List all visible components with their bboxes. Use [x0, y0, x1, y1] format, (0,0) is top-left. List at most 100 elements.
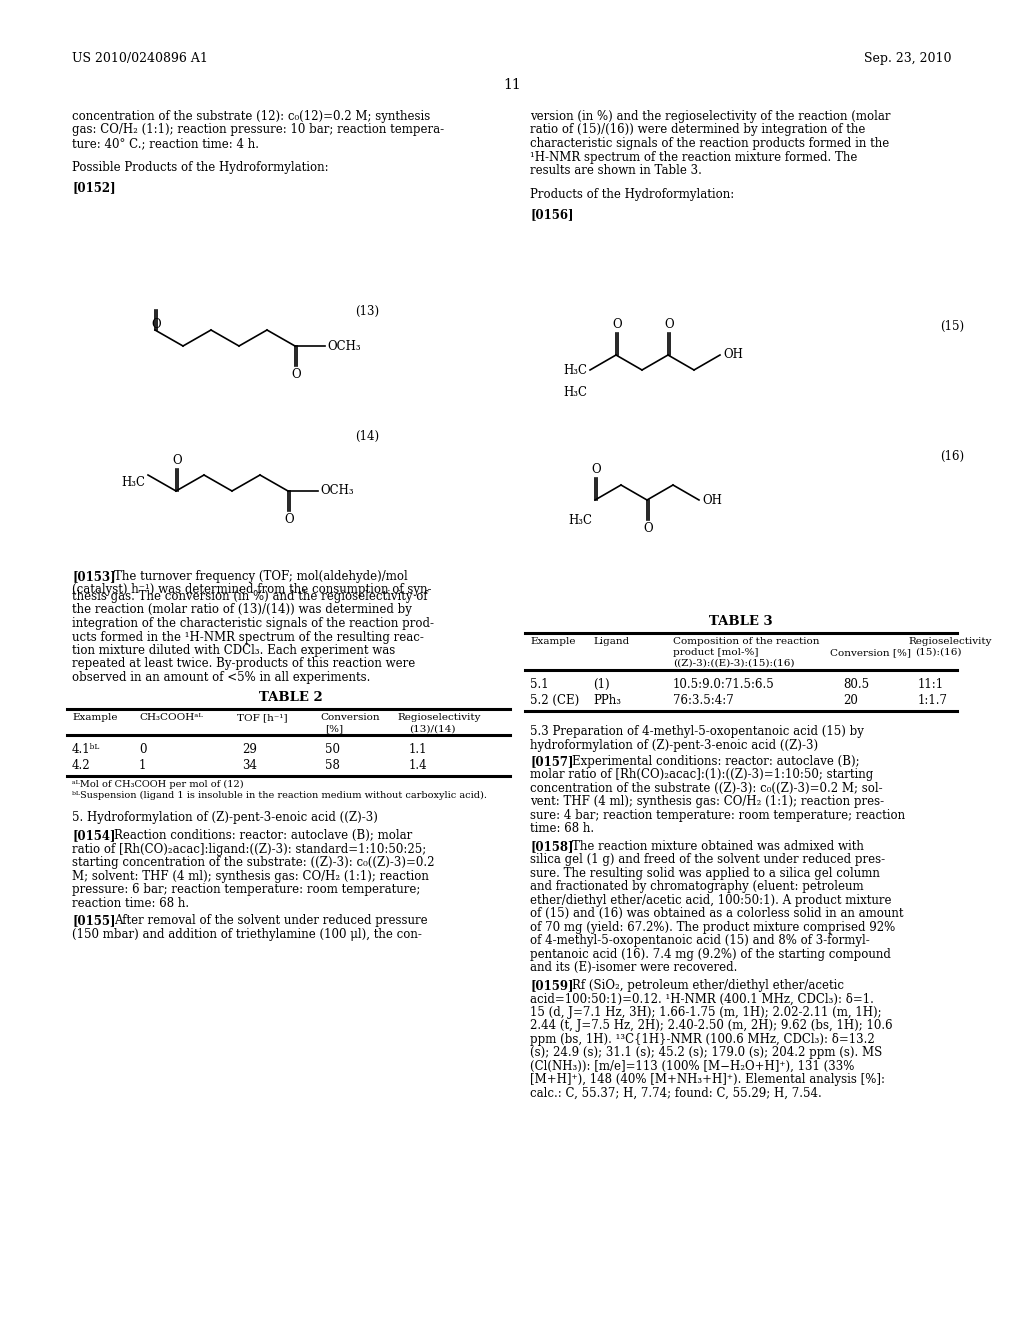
Text: calc.: C, 55.37; H, 7.74; found: C, 55.29; H, 7.54.: calc.: C, 55.37; H, 7.74; found: C, 55.2…: [530, 1086, 821, 1100]
Text: 11: 11: [503, 78, 521, 92]
Text: reaction time: 68 h.: reaction time: 68 h.: [72, 896, 189, 909]
Text: silica gel (1 g) and freed of the solvent under reduced pres-: silica gel (1 g) and freed of the solven…: [530, 853, 885, 866]
Text: time: 68 h.: time: 68 h.: [530, 822, 594, 836]
Text: (s); 24.9 (s); 31.1 (s); 45.2 (s); 179.0 (s); 204.2 ppm (s). MS: (s); 24.9 (s); 31.1 (s); 45.2 (s); 179.0…: [530, 1047, 883, 1059]
Text: (13): (13): [355, 305, 379, 318]
Text: [0159]: [0159]: [530, 979, 573, 991]
Text: After removal of the solvent under reduced pressure: After removal of the solvent under reduc…: [114, 913, 428, 927]
Text: sure: 4 bar; reaction temperature: room temperature; reaction: sure: 4 bar; reaction temperature: room …: [530, 809, 905, 821]
Text: CH₃COOHᵃᴸ: CH₃COOHᵃᴸ: [139, 713, 203, 722]
Text: O: O: [172, 454, 182, 467]
Text: ppm (bs, 1H). ¹³C{1H}-NMR (100.6 MHz, CDCl₃): δ=13.2: ppm (bs, 1H). ¹³C{1H}-NMR (100.6 MHz, CD…: [530, 1032, 874, 1045]
Text: O: O: [665, 318, 674, 331]
Text: Ligand: Ligand: [593, 638, 630, 645]
Text: TABLE 2: TABLE 2: [259, 692, 323, 705]
Text: results are shown in Table 3.: results are shown in Table 3.: [530, 164, 701, 177]
Text: 10.5:9.0:71.5:6.5: 10.5:9.0:71.5:6.5: [673, 678, 775, 690]
Text: concentration of the substrate ((Z)-3): c₀((Z)-3)=0.2 M; sol-: concentration of the substrate ((Z)-3): …: [530, 781, 883, 795]
Text: 50: 50: [325, 743, 340, 756]
Text: ture: 40° C.; reaction time: 4 h.: ture: 40° C.; reaction time: 4 h.: [72, 137, 259, 150]
Text: H₃C: H₃C: [568, 513, 592, 527]
Text: (13)/(14): (13)/(14): [409, 725, 456, 733]
Text: TOF [h⁻¹]: TOF [h⁻¹]: [237, 713, 288, 722]
Text: 1.1: 1.1: [409, 743, 427, 756]
Text: and fractionated by chromatography (eluent: petroleum: and fractionated by chromatography (elue…: [530, 880, 863, 894]
Text: 0: 0: [139, 743, 146, 756]
Text: 58: 58: [325, 759, 340, 772]
Text: ether/diethyl ether/acetic acid, 100:50:1). A product mixture: ether/diethyl ether/acetic acid, 100:50:…: [530, 894, 892, 907]
Text: sure. The resulting solid was applied to a silica gel column: sure. The resulting solid was applied to…: [530, 867, 880, 879]
Text: ratio of (15)/(16)) were determined by integration of the: ratio of (15)/(16)) were determined by i…: [530, 124, 865, 136]
Text: thesis gas. The conversion (in %) and the regioselectivity of: thesis gas. The conversion (in %) and th…: [72, 590, 428, 603]
Text: ᵇᴸSuspension (ligand 1 is insoluble in the reaction medium without carboxylic ac: ᵇᴸSuspension (ligand 1 is insoluble in t…: [72, 791, 487, 800]
Text: (catalyst) h⁻¹) was determined from the consumption of syn-: (catalyst) h⁻¹) was determined from the …: [72, 583, 431, 597]
Text: [0152]: [0152]: [72, 182, 116, 194]
Text: ucts formed in the ¹H-NMR spectrum of the resulting reac-: ucts formed in the ¹H-NMR spectrum of th…: [72, 631, 424, 644]
Text: molar ratio of [Rh(CO)₂acac]:(1):((Z)-3)=1:10:50; starting: molar ratio of [Rh(CO)₂acac]:(1):((Z)-3)…: [530, 768, 873, 781]
Text: hydroformylation of (Z)-pent-3-enoic acid ((Z)-3): hydroformylation of (Z)-pent-3-enoic aci…: [530, 738, 818, 751]
Text: 1: 1: [139, 759, 146, 772]
Text: (150 mbar) and addition of triethylamine (100 μl), the con-: (150 mbar) and addition of triethylamine…: [72, 928, 422, 941]
Text: (15):(16): (15):(16): [915, 648, 962, 657]
Text: OCH₃: OCH₃: [319, 484, 353, 498]
Text: 4.1ᵇᴸ: 4.1ᵇᴸ: [72, 743, 100, 756]
Text: The reaction mixture obtained was admixed with: The reaction mixture obtained was admixe…: [572, 840, 864, 853]
Text: [0158]: [0158]: [530, 840, 573, 853]
Text: ratio of [Rh(CO)₂acac]:ligand:((Z)-3): standard=1:10:50:25;: ratio of [Rh(CO)₂acac]:ligand:((Z)-3): s…: [72, 842, 426, 855]
Text: [0154]: [0154]: [72, 829, 116, 842]
Text: O: O: [285, 513, 294, 525]
Text: US 2010/0240896 A1: US 2010/0240896 A1: [72, 51, 208, 65]
Text: O: O: [591, 463, 601, 477]
Text: 20: 20: [843, 693, 858, 706]
Text: (16): (16): [940, 450, 965, 463]
Text: [0153]: [0153]: [72, 570, 116, 583]
Text: 11:1: 11:1: [918, 678, 944, 690]
Text: 4.2: 4.2: [72, 759, 91, 772]
Text: H₃C: H₃C: [563, 363, 587, 376]
Text: (14): (14): [355, 430, 379, 444]
Text: Rf (SiO₂, petroleum ether/diethyl ether/acetic: Rf (SiO₂, petroleum ether/diethyl ether/…: [572, 979, 844, 991]
Text: ᵃᴸMol of CH₃COOH per mol of (12): ᵃᴸMol of CH₃COOH per mol of (12): [72, 780, 244, 789]
Text: pressure: 6 bar; reaction temperature: room temperature;: pressure: 6 bar; reaction temperature: r…: [72, 883, 421, 896]
Text: Regioselectivity: Regioselectivity: [908, 638, 991, 645]
Text: PPh₃: PPh₃: [593, 693, 621, 706]
Text: Products of the Hydroformylation:: Products of the Hydroformylation:: [530, 189, 734, 201]
Text: of 70 mg (yield: 67.2%). The product mixture comprised 92%: of 70 mg (yield: 67.2%). The product mix…: [530, 921, 895, 933]
Text: version (in %) and the regioselectivity of the reaction (molar: version (in %) and the regioselectivity …: [530, 110, 891, 123]
Text: 34: 34: [242, 759, 257, 772]
Text: starting concentration of the substrate: ((Z)-3): c₀((Z)-3)=0.2: starting concentration of the substrate:…: [72, 857, 434, 869]
Text: (1): (1): [593, 678, 609, 690]
Text: TABLE 3: TABLE 3: [710, 615, 773, 628]
Text: Conversion [%]: Conversion [%]: [830, 648, 911, 657]
Text: [M+H]⁺), 148 (40% [M+NH₃+H]⁺). Elemental analysis [%]:: [M+H]⁺), 148 (40% [M+NH₃+H]⁺). Elemental…: [530, 1073, 885, 1086]
Text: OCH₃: OCH₃: [327, 339, 360, 352]
Text: O: O: [152, 318, 161, 331]
Text: vent: THF (4 ml); synthesis gas: CO/H₂ (1:1); reaction pres-: vent: THF (4 ml); synthesis gas: CO/H₂ (…: [530, 795, 884, 808]
Text: Experimental conditions: reactor: autoclave (B);: Experimental conditions: reactor: autocl…: [572, 755, 859, 768]
Text: Composition of the reaction: Composition of the reaction: [673, 638, 819, 645]
Text: Example: Example: [72, 713, 118, 722]
Text: and its (E)-isomer were recovered.: and its (E)-isomer were recovered.: [530, 961, 737, 974]
Text: [0157]: [0157]: [530, 755, 573, 768]
Text: 5.1: 5.1: [530, 678, 549, 690]
Text: concentration of the substrate (12): c₀(12)=0.2 M; synthesis: concentration of the substrate (12): c₀(…: [72, 110, 430, 123]
Text: Sep. 23, 2010: Sep. 23, 2010: [864, 51, 952, 65]
Text: integration of the characteristic signals of the reaction prod-: integration of the characteristic signal…: [72, 616, 434, 630]
Text: (Cl(NH₃)): [m/e]=113 (100% [M−H₂O+H]⁺), 131 (33%: (Cl(NH₃)): [m/e]=113 (100% [M−H₂O+H]⁺), …: [530, 1060, 854, 1073]
Text: H₃C: H₃C: [121, 477, 145, 490]
Text: Conversion: Conversion: [319, 713, 380, 722]
Text: O: O: [612, 318, 622, 331]
Text: ¹H-NMR spectrum of the reaction mixture formed. The: ¹H-NMR spectrum of the reaction mixture …: [530, 150, 857, 164]
Text: [%]: [%]: [325, 725, 343, 733]
Text: 5. Hydroformylation of (Z)-pent-3-enoic acid ((Z)-3): 5. Hydroformylation of (Z)-pent-3-enoic …: [72, 812, 378, 825]
Text: ((Z)-3):((E)-3):(15):(16): ((Z)-3):((E)-3):(15):(16): [673, 659, 795, 668]
Text: Reaction conditions: reactor: autoclave (B); molar: Reaction conditions: reactor: autoclave …: [114, 829, 413, 842]
Text: O: O: [291, 368, 301, 381]
Text: repeated at least twice. By-products of this reaction were: repeated at least twice. By-products of …: [72, 657, 416, 671]
Text: of (15) and (16) was obtained as a colorless solid in an amount: of (15) and (16) was obtained as a color…: [530, 907, 903, 920]
Text: pentanoic acid (16). 7.4 mg (9.2%) of the starting compound: pentanoic acid (16). 7.4 mg (9.2%) of th…: [530, 948, 891, 961]
Text: OH: OH: [723, 348, 742, 362]
Text: 5.2 (CE): 5.2 (CE): [530, 693, 580, 706]
Text: Possible Products of the Hydroformylation:: Possible Products of the Hydroformylatio…: [72, 161, 329, 174]
Text: 5.3 Preparation of 4-methyl-5-oxopentanoic acid (15) by: 5.3 Preparation of 4-methyl-5-oxopentano…: [530, 725, 864, 738]
